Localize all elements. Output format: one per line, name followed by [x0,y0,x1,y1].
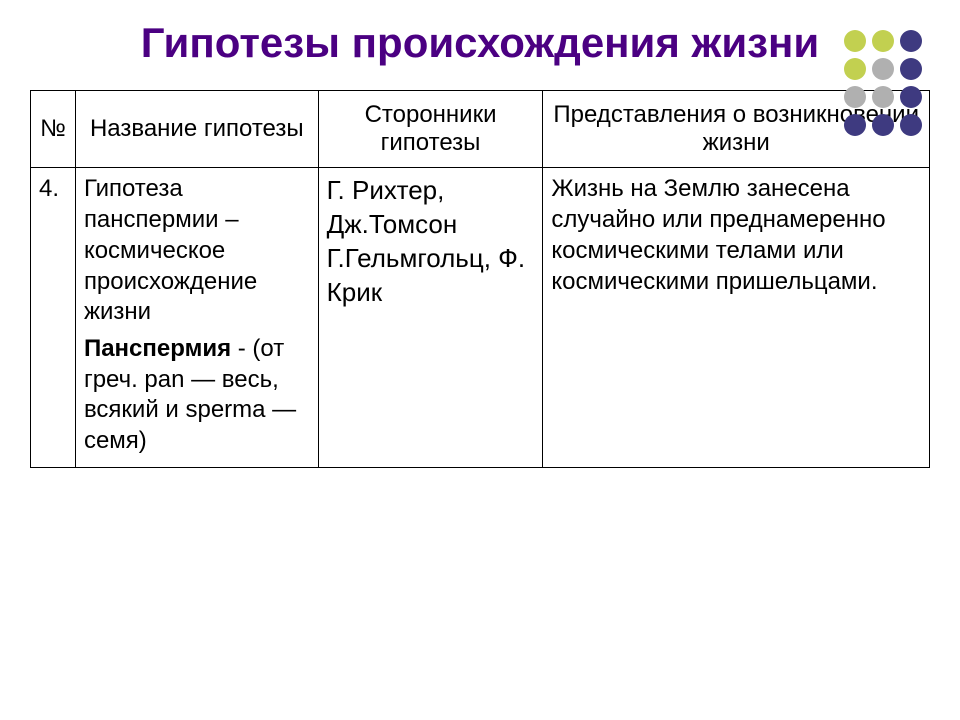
hypotheses-table: № Название гипотезы Сторонники гипотезы … [30,90,930,467]
header-name: Название гипотезы [75,91,318,168]
dot-icon [844,30,866,52]
header-supporters: Сторонники гипотезы [318,91,543,168]
decorative-dot-grid [844,30,922,136]
dot-icon [900,86,922,108]
dot-icon [844,114,866,136]
dot-icon [872,30,894,52]
supporters-text: Г. Рихтер, Дж.Томсон Г.Гельмгольц, Ф. Кр… [327,175,526,306]
slide-title: Гипотезы происхождения жизни [30,18,930,68]
cell-name: Гипотеза панспермии – космическое происх… [75,168,318,467]
dot-icon [872,86,894,108]
hypothesis-desc: Гипотеза панспермии – космическое происх… [84,175,257,325]
dot-icon [872,58,894,80]
cell-supporters: Г. Рихтер, Дж.Томсон Г.Гельмгольц, Ф. Кр… [318,168,543,467]
cell-num: 4. [31,168,76,467]
dot-icon [900,58,922,80]
hypothesis-term: Панспермия [84,335,231,362]
cell-ideas: Жизнь на Землю занесена случайно или пре… [543,168,930,467]
dot-icon [872,114,894,136]
dot-icon [844,86,866,108]
dot-icon [900,30,922,52]
header-num: № [31,91,76,168]
dot-icon [900,114,922,136]
table-header-row: № Название гипотезы Сторонники гипотезы … [31,91,930,168]
table-row: 4. Гипотеза панспермии – космическое про… [31,168,930,467]
slide: Гипотезы происхождения жизни № Название … [0,0,960,720]
dot-icon [844,58,866,80]
